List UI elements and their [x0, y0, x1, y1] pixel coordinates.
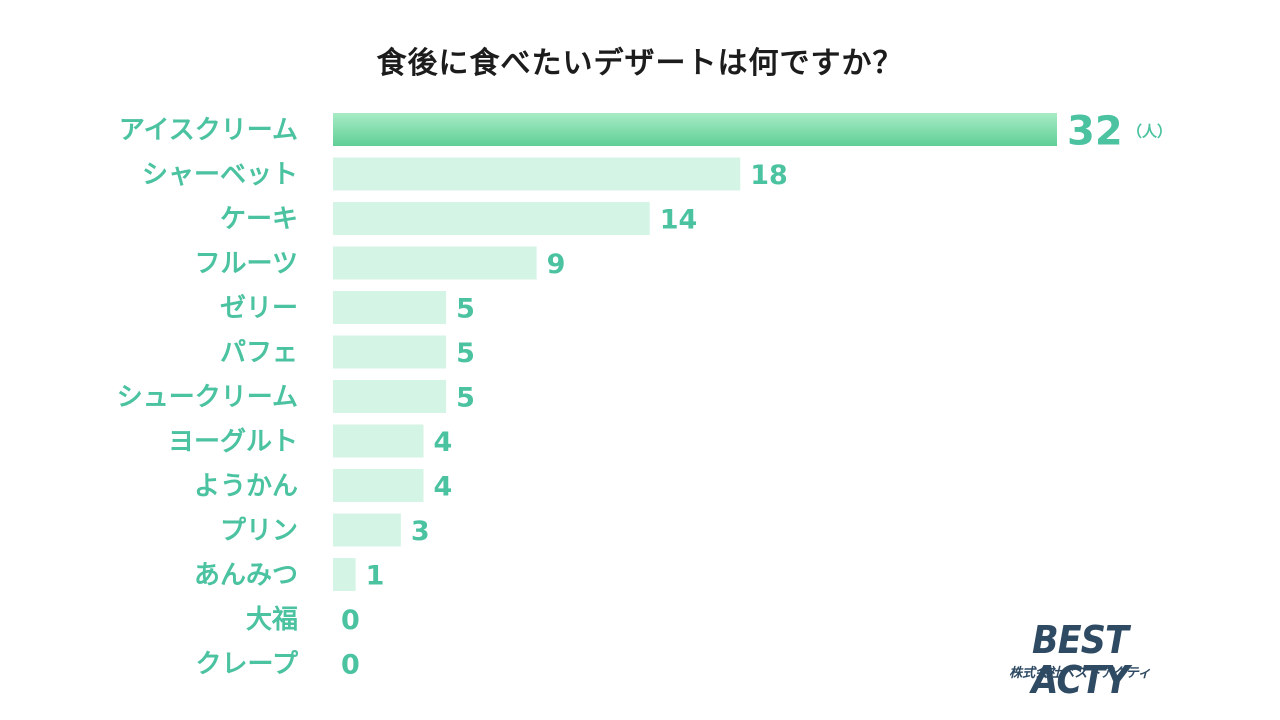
bar: [333, 380, 447, 413]
category-label: ケーキ: [220, 205, 298, 235]
value-label: 0: [341, 605, 360, 636]
category-label: パフェ: [220, 338, 298, 368]
value-label: 5: [456, 383, 475, 414]
bar: [333, 291, 447, 324]
value-label: 0: [341, 650, 360, 681]
bar: [333, 246, 537, 280]
category-label: シュークリーム: [117, 383, 298, 413]
value-label: 3: [411, 516, 430, 547]
value-label: 5: [456, 338, 475, 369]
bar: [333, 469, 424, 502]
chart-title: 食後に食べたいデザートは何ですか？: [376, 46, 904, 81]
value-label: 5: [456, 294, 475, 325]
category-label: アイスクリーム: [119, 116, 298, 146]
bar: [333, 558, 356, 591]
logo-company-name: 株式会社ベストアクティ: [1009, 666, 1151, 681]
category-label: クレープ: [196, 650, 299, 680]
value-label: 1: [366, 561, 385, 592]
bar: [333, 335, 447, 369]
value-label: 18: [750, 160, 788, 191]
category-label: フルーツ: [195, 249, 298, 279]
bar: [333, 113, 1057, 146]
category-label: シャーベット: [142, 160, 298, 190]
value-label: 14: [660, 205, 698, 236]
unit-label: （人）: [1127, 123, 1172, 141]
brand-logo: BEST ACTY 株式会社ベストアクティ: [985, 620, 1175, 700]
bar: [333, 424, 424, 458]
value-label: 9: [547, 249, 566, 280]
bar: [333, 513, 401, 547]
value-label: 32: [1067, 109, 1123, 155]
logo-wordmark: BEST ACTY: [1031, 618, 1129, 702]
category-label: ゼリー: [220, 294, 298, 324]
category-label: プリン: [220, 516, 298, 546]
bar: [333, 202, 650, 235]
bar: [333, 157, 741, 191]
value-label: 4: [434, 472, 453, 503]
value-label: 4: [434, 427, 453, 458]
category-label: ヨーグルト: [168, 427, 298, 457]
category-label: あんみつ: [194, 561, 298, 591]
category-label: 大福: [246, 605, 298, 635]
category-label: ようかん: [194, 472, 298, 502]
